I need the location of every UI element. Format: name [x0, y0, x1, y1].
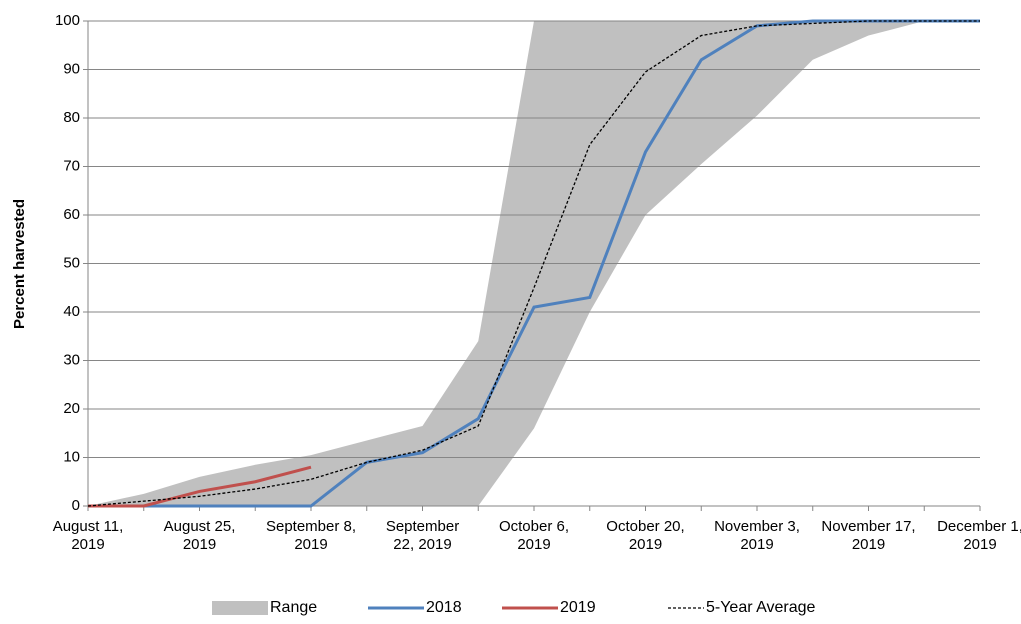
y-tick-label: 90	[63, 60, 80, 77]
x-tick-label: November 17, 2019	[821, 518, 916, 553]
y-tick-label: 20	[63, 400, 80, 417]
x-tick-label: September 8, 2019	[265, 518, 357, 553]
x-tick-label: November 3, 2019	[714, 518, 800, 553]
y-tick-label: 80	[63, 109, 80, 126]
legend-label: 2019	[560, 599, 596, 616]
y-tick-label: 0	[72, 497, 80, 514]
series-line	[87, 20, 980, 507]
y-tick-label: 100	[55, 12, 80, 29]
x-tick-label: October 6, 2019	[498, 518, 570, 553]
series-line	[88, 19, 980, 508]
y-tick-label: 40	[63, 303, 80, 320]
y-tick-label: 30	[63, 351, 80, 368]
series-line	[88, 465, 312, 508]
x-tick-label: October 20, 2019	[606, 518, 685, 553]
legend-label: Range	[270, 599, 317, 616]
x-tick-label: August 11, 2019	[52, 518, 124, 553]
legend-swatch	[212, 601, 268, 615]
y-axis-label: Percent harvested	[11, 199, 28, 329]
x-tick-label: December 1, 2019	[937, 518, 1021, 553]
legend-label: 5-Year Average	[706, 599, 816, 616]
y-tick-label: 50	[63, 254, 80, 271]
x-tick-label: August 25, 2019	[163, 518, 236, 553]
legend-label: 2018	[426, 599, 462, 616]
y-tick-label: 10	[63, 448, 80, 465]
y-tick-label: 70	[63, 157, 80, 174]
x-tick-label: September 22, 2019	[385, 518, 460, 553]
y-tick-label: 60	[63, 206, 80, 223]
